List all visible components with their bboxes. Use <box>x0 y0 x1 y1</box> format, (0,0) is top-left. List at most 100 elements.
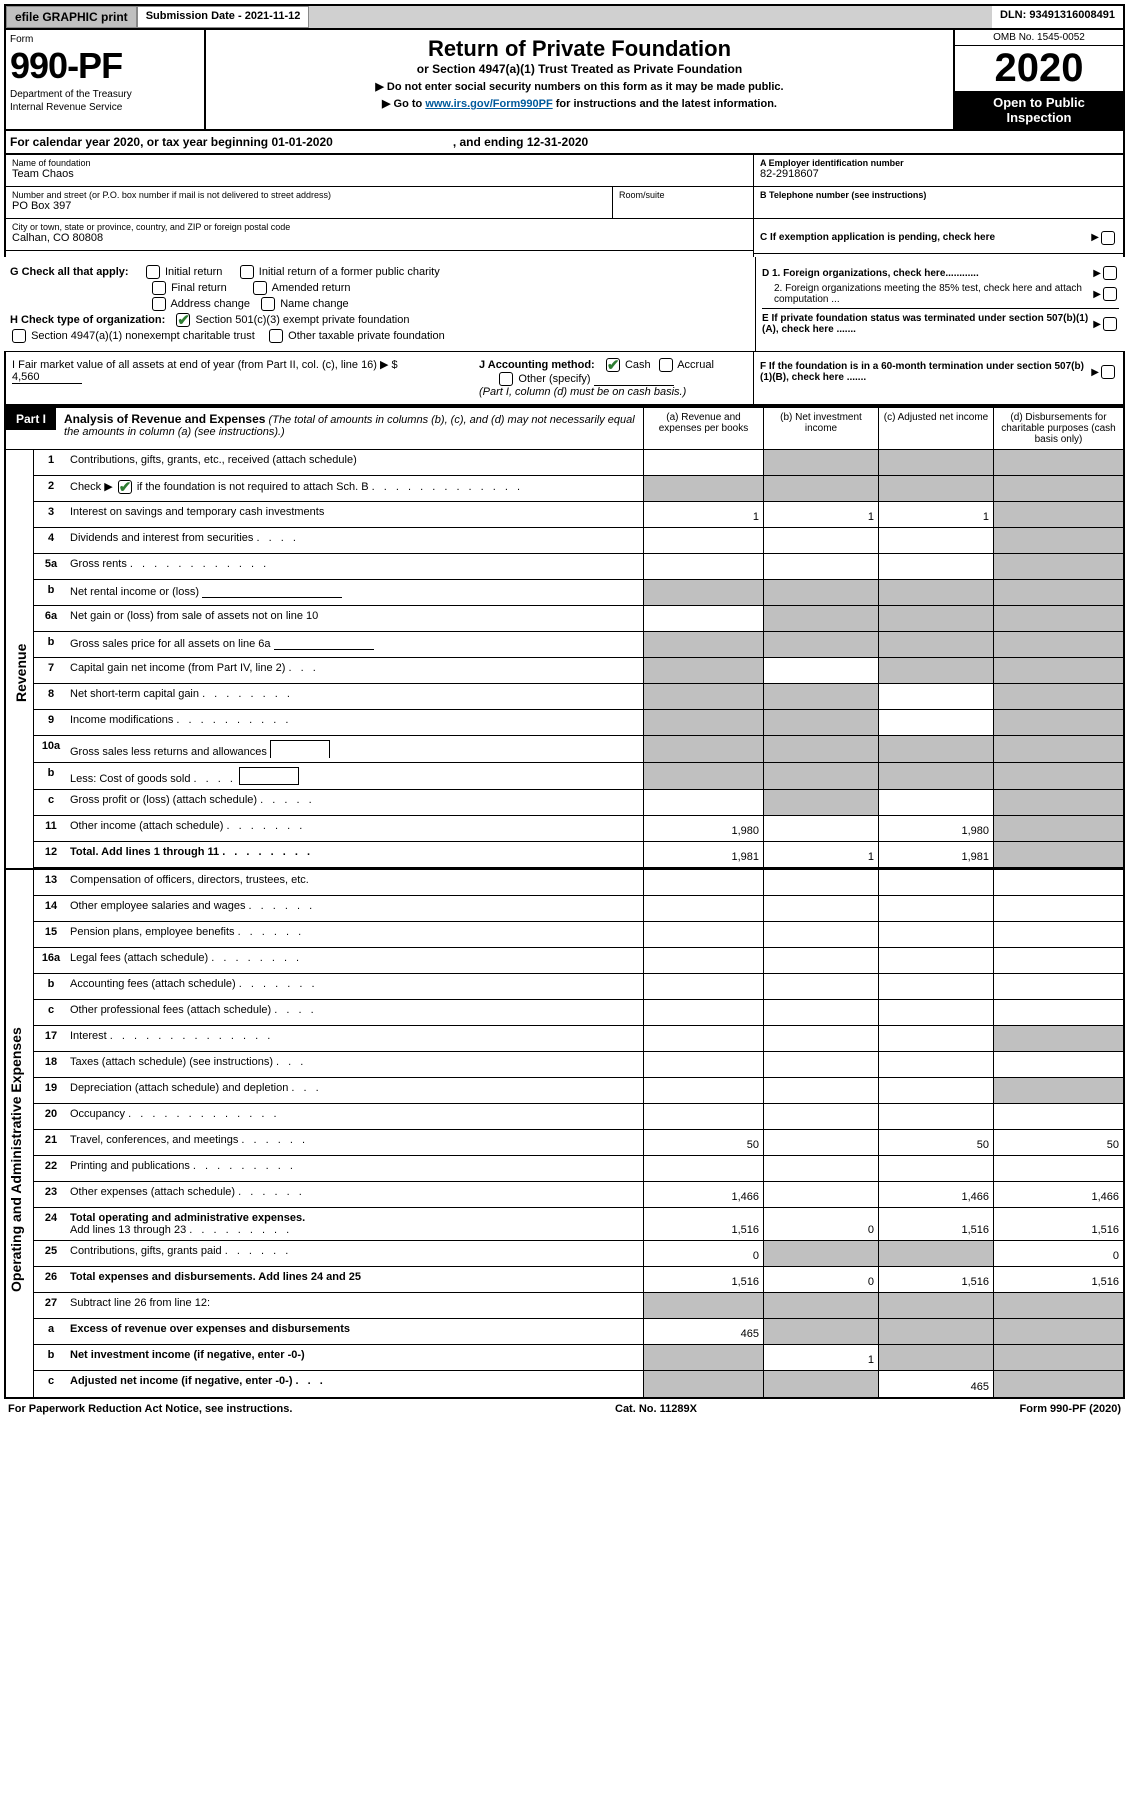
schb-checkbox[interactable] <box>118 480 132 494</box>
row11-desc: Other income (attach schedule) . . . . .… <box>68 816 643 841</box>
f-checkbox[interactable] <box>1101 365 1115 379</box>
row26-c: 1,516 <box>878 1267 993 1292</box>
omb-number: OMB No. 1545-0052 <box>955 30 1123 46</box>
e-checkbox[interactable] <box>1103 317 1117 331</box>
g-name-change[interactable] <box>261 297 275 311</box>
j-other[interactable] <box>499 372 513 386</box>
ein-value: 82-2918607 <box>760 168 1117 180</box>
j-cash[interactable] <box>606 358 620 372</box>
row1-desc: Contributions, gifts, grants, etc., rece… <box>68 450 643 475</box>
row2-desc: Check ▶ if the foundation is not require… <box>68 476 643 501</box>
g-final-return[interactable] <box>152 281 166 295</box>
g-initial-former[interactable] <box>240 265 254 279</box>
row23-d: 1,466 <box>993 1182 1123 1207</box>
irs-link[interactable]: www.irs.gov/Form990PF <box>425 98 552 110</box>
row11-c: 1,980 <box>878 816 993 841</box>
form-header: Form 990-PF Department of the Treasury I… <box>4 30 1125 131</box>
foundation-name: Team Chaos <box>12 168 747 180</box>
i-label: I Fair market value of all assets at end… <box>12 359 398 371</box>
col-b-header: (b) Net investment income <box>763 408 878 449</box>
row4-num: 4 <box>34 528 68 553</box>
h-opt3: Other taxable private foundation <box>288 330 445 342</box>
j-accrual[interactable] <box>659 358 673 372</box>
part1-title: Analysis of Revenue and Expenses <box>64 412 265 426</box>
g-initial-return[interactable] <box>146 265 160 279</box>
row27c-num: c <box>34 1371 68 1397</box>
row25-a: 0 <box>643 1241 763 1266</box>
row27c-c: 465 <box>878 1371 993 1397</box>
h-label: H Check type of organization: <box>10 314 165 326</box>
row27b-b: 1 <box>763 1345 878 1370</box>
h-opt2: Section 4947(a)(1) nonexempt charitable … <box>31 330 255 342</box>
row19-num: 19 <box>34 1078 68 1103</box>
exemption-pending-label: C If exemption application is pending, c… <box>760 232 995 243</box>
row12-c: 1,981 <box>878 842 993 867</box>
g-label: G Check all that apply: <box>10 266 129 278</box>
row27-desc: Subtract line 26 from line 12: <box>68 1293 643 1318</box>
col-d-header: (d) Disbursements for charitable purpose… <box>993 408 1123 449</box>
row9-desc: Income modifications . . . . . . . . . . <box>68 710 643 735</box>
efile-print-button[interactable]: efile GRAPHIC print <box>6 6 137 28</box>
row24-a: 1,516 <box>643 1208 763 1240</box>
row12-b: 1 <box>763 842 878 867</box>
row6a-desc: Net gain or (loss) from sale of assets n… <box>68 606 643 631</box>
name-label: Name of foundation <box>12 158 747 168</box>
page-footer: For Paperwork Reduction Act Notice, see … <box>4 1399 1125 1419</box>
g-amended[interactable] <box>253 281 267 295</box>
row12-a: 1,981 <box>643 842 763 867</box>
row10c-desc: Gross profit or (loss) (attach schedule)… <box>68 790 643 815</box>
row22-desc: Printing and publications . . . . . . . … <box>68 1156 643 1181</box>
instr-post: for instructions and the latest informat… <box>553 98 777 110</box>
row15-desc: Pension plans, employee benefits . . . .… <box>68 922 643 947</box>
row2-num: 2 <box>34 476 68 501</box>
row24-desc: Total operating and administrative expen… <box>68 1208 643 1240</box>
expenses-section: Operating and Administrative Expenses 13… <box>4 870 1125 1399</box>
row23-c: 1,466 <box>878 1182 993 1207</box>
row16a-desc: Legal fees (attach schedule) . . . . . .… <box>68 948 643 973</box>
row5b-num: b <box>34 580 68 605</box>
row8-num: 8 <box>34 684 68 709</box>
row26-desc: Total expenses and disbursements. Add li… <box>68 1267 643 1292</box>
row5a-desc: Gross rents . . . . . . . . . . . . <box>68 554 643 579</box>
row11-num: 11 <box>34 816 68 841</box>
j-label: J Accounting method: <box>479 359 595 371</box>
calendar-year-row: For calendar year 2020, or tax year begi… <box>4 131 1125 155</box>
h-501c3[interactable] <box>176 313 190 327</box>
instr-ssn: ▶ Do not enter social security numbers o… <box>212 80 947 93</box>
row3-b: 1 <box>763 502 878 527</box>
row27a-num: a <box>34 1319 68 1344</box>
g-opt6: Name change <box>280 298 349 310</box>
footer-left: For Paperwork Reduction Act Notice, see … <box>8 1403 292 1415</box>
col-a-header: (a) Revenue and expenses per books <box>643 408 763 449</box>
h-4947a1[interactable] <box>12 329 26 343</box>
row27b-num: b <box>34 1345 68 1370</box>
row26-b: 0 <box>763 1267 878 1292</box>
row21-num: 21 <box>34 1130 68 1155</box>
row25-num: 25 <box>34 1241 68 1266</box>
g-opt5: Amended return <box>272 282 351 294</box>
row27c-desc: Adjusted net income (if negative, enter … <box>68 1371 643 1397</box>
city-value: Calhan, CO 80808 <box>12 232 747 244</box>
row17-num: 17 <box>34 1026 68 1051</box>
addr-label: Number and street (or P.O. box number if… <box>12 190 606 200</box>
row7-desc: Capital gain net income (from Part IV, l… <box>68 658 643 683</box>
d2-checkbox[interactable] <box>1103 287 1117 301</box>
dept-irs: Internal Revenue Service <box>10 102 200 113</box>
row4-desc: Dividends and interest from securities .… <box>68 528 643 553</box>
d1-checkbox[interactable] <box>1103 266 1117 280</box>
g-address-change[interactable] <box>152 297 166 311</box>
row1-num: 1 <box>34 450 68 475</box>
row27-num: 27 <box>34 1293 68 1318</box>
row22-num: 22 <box>34 1156 68 1181</box>
g-opt2: Final return <box>171 282 227 294</box>
row6b-desc: Gross sales price for all assets on line… <box>68 632 643 657</box>
addr-value: PO Box 397 <box>12 200 606 212</box>
row21-d: 50 <box>993 1130 1123 1155</box>
h-other-taxable[interactable] <box>269 329 283 343</box>
row27a-a: 465 <box>643 1319 763 1344</box>
j-other-label: Other (specify) <box>518 373 590 385</box>
phone-label: B Telephone number (see instructions) <box>760 190 1117 200</box>
exemption-checkbox[interactable] <box>1101 231 1115 245</box>
footer-form: Form 990-PF (2020) <box>1020 1403 1121 1415</box>
row20-desc: Occupancy . . . . . . . . . . . . . <box>68 1104 643 1129</box>
